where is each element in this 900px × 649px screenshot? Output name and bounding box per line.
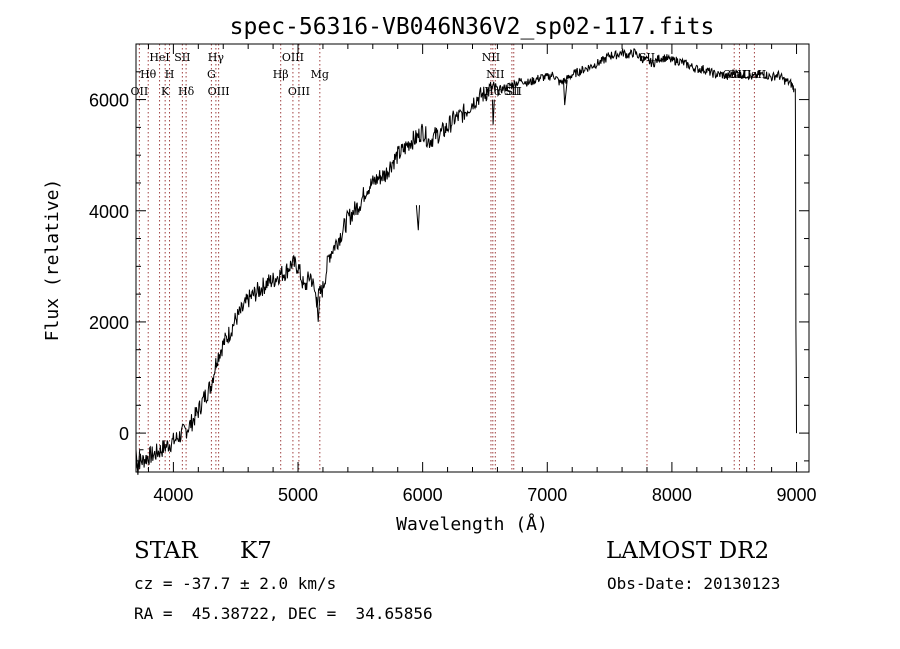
spectral-line-label: Hθ [140,68,157,81]
spectral-lines [138,44,755,472]
spectral-line-label: OIII [282,51,304,64]
y-axis-label: Flux (relative) [42,179,63,342]
x-tick-label: 5000 [278,485,318,505]
x-tick-label: 6000 [403,485,443,505]
spectral-line-label: Mg [311,68,329,81]
spectral-line-label: Hδ [178,85,195,98]
object-subclass: K7 [240,538,272,564]
spectral-line-label: Hγ [208,51,225,64]
spectral-line-label: H [165,68,175,81]
spectral-line-label: NII [486,68,504,81]
spectral-line-label: SII [506,85,522,98]
spectral-line-label: K [161,85,170,98]
x-axis-label: Wavelength (Å) [396,513,548,535]
x-tick-label: 7000 [527,485,567,505]
spectral-line-label: NII [482,51,500,64]
y-tick-label: 2000 [89,313,129,333]
x-tick-label: 8000 [652,485,692,505]
spectral-line-label: G [207,68,216,81]
y-tick-label: 6000 [89,91,129,111]
spectrum-features [135,80,797,475]
x-tick-label: 4000 [153,485,193,505]
obs-date-text: Obs-Date: 20130123 [607,574,781,593]
coordinates-text: RA = 45.38722, DEC = 34.65856 [134,604,433,623]
spectral-line-label: Hβ [273,68,289,81]
spectrum-line [135,48,795,469]
spectral-line-label: OII [131,85,149,98]
x-axis-ticks: 4000 5000 6000 7000 8000 9000 [147,44,817,505]
absorption-feature [563,80,568,106]
redshift-text: cz = -37.7 ± 2.0 km/s [134,574,337,593]
spectrum-edge [794,88,797,434]
spectral-line-label: OIII [208,85,230,98]
spectral-line-labels: OIIHθHeIKHSIIHδGHγOIIIHβOIIIOIIIMgNIIHαN… [131,51,767,98]
absorption-feature [415,205,420,231]
chart-title: spec-56316-VB046N36V2_sp02-117.fits [230,14,715,40]
y-tick-label: 0 [119,424,129,444]
y-tick-label: 4000 [89,202,129,222]
survey-name: LAMOST DR2 [606,538,770,564]
absorption-feature [316,296,321,322]
x-tick-label: 9000 [777,485,817,505]
y-axis-ticks: 0 2000 4000 6000 [89,43,809,462]
spectral-line-label: HeI [149,51,169,64]
spectral-line-label: SII [174,51,190,64]
absorption-feature [135,449,144,475]
spectral-line-label: OIII [288,85,310,98]
absorption-feature [491,99,495,125]
object-class: STAR [134,538,198,564]
